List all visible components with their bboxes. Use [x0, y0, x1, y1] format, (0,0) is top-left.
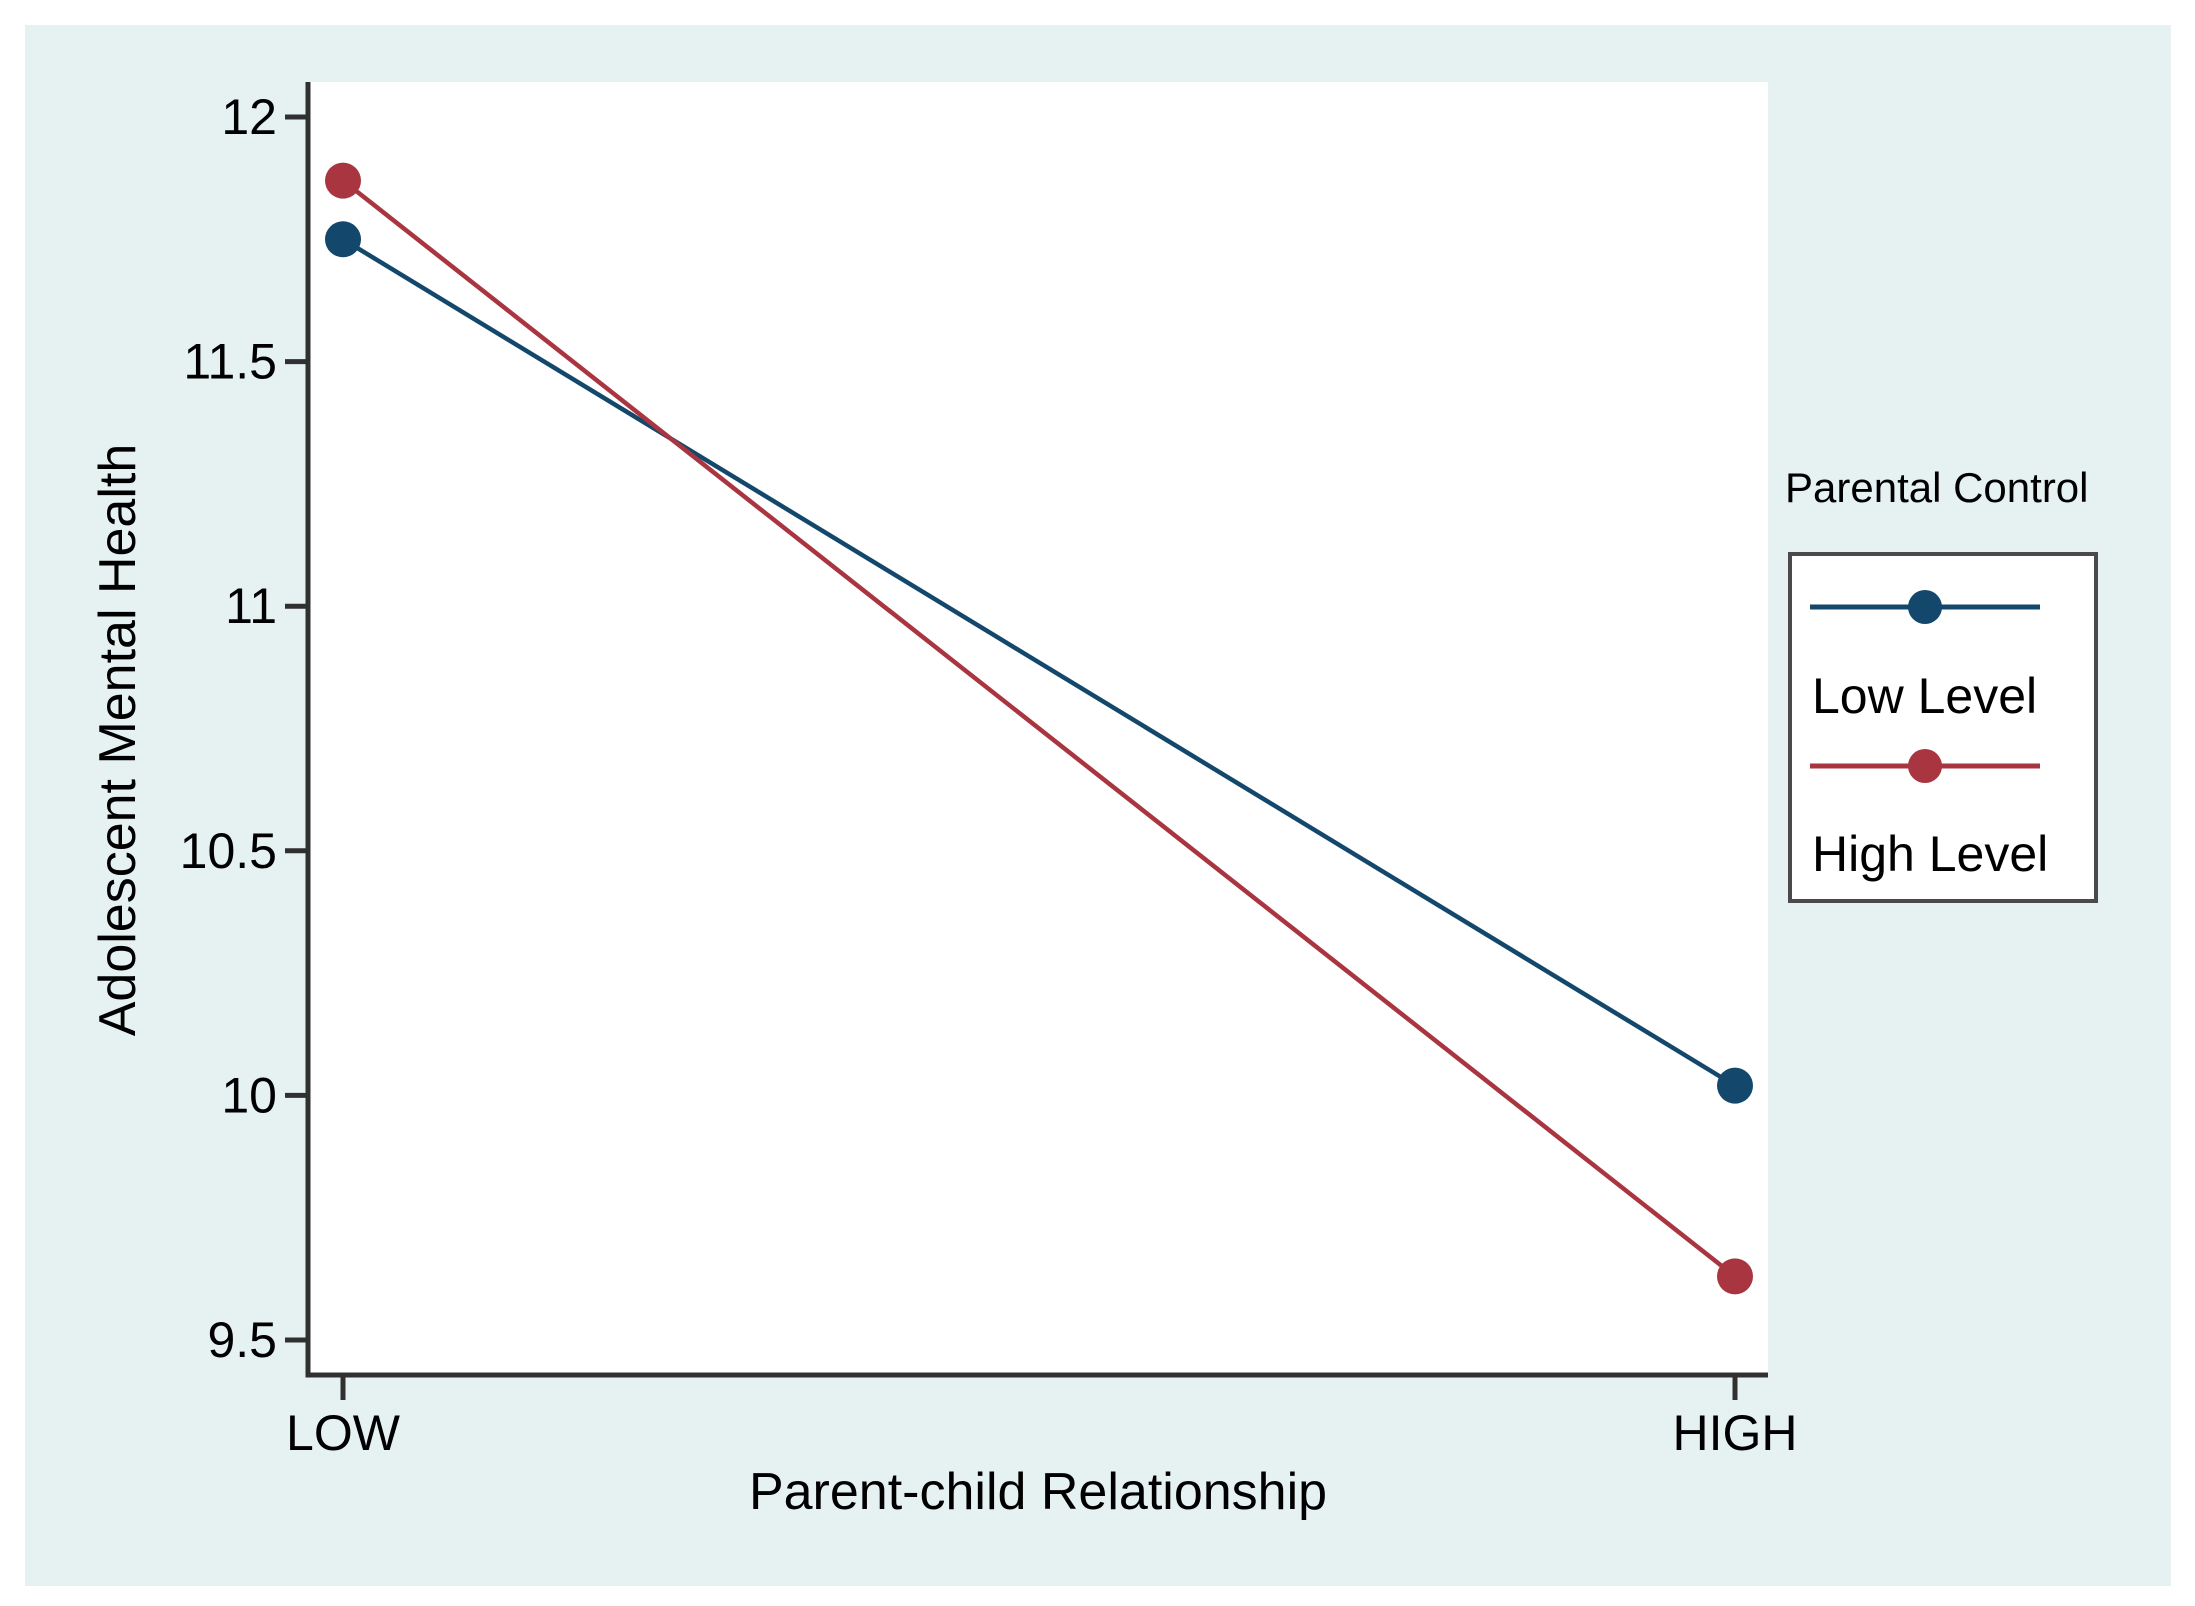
legend-title: Parental Control [1785, 464, 2089, 511]
legend-label-high-level: High Level [1812, 826, 2049, 882]
legend-swatch-low-level [1810, 590, 2040, 624]
legend-swatch-high-level [1810, 749, 2040, 783]
y-tick-label: 9.5 [207, 1312, 277, 1368]
x-tick-label: HIGH [1673, 1405, 1798, 1461]
data-point-high-level [325, 162, 361, 199]
x-tick-label: LOW [286, 1405, 401, 1461]
y-tick-label: 10 [221, 1067, 277, 1123]
y-tick-label: 11.5 [183, 334, 277, 390]
y-axis-title: Adolescent Mental Health [89, 443, 147, 1037]
y-tick-label: 11 [225, 578, 277, 634]
legend-label-low-level: Low Level [1812, 668, 2038, 724]
data-point-low-level [1717, 1067, 1753, 1104]
y-tick-label: 10.5 [180, 823, 277, 879]
legend-dot [1908, 749, 1942, 783]
series-line-low-level [341, 237, 1737, 1088]
y-tick-label: 12 [221, 89, 277, 145]
data-point-low-level [325, 221, 361, 258]
data-point-high-level [1717, 1258, 1753, 1295]
legend: Low Level High Level [1788, 552, 2098, 903]
x-axis-title: Parent-child Relationship [748, 1463, 1328, 1521]
legend-dot [1908, 590, 1942, 624]
series-line-high-level [341, 178, 1737, 1279]
